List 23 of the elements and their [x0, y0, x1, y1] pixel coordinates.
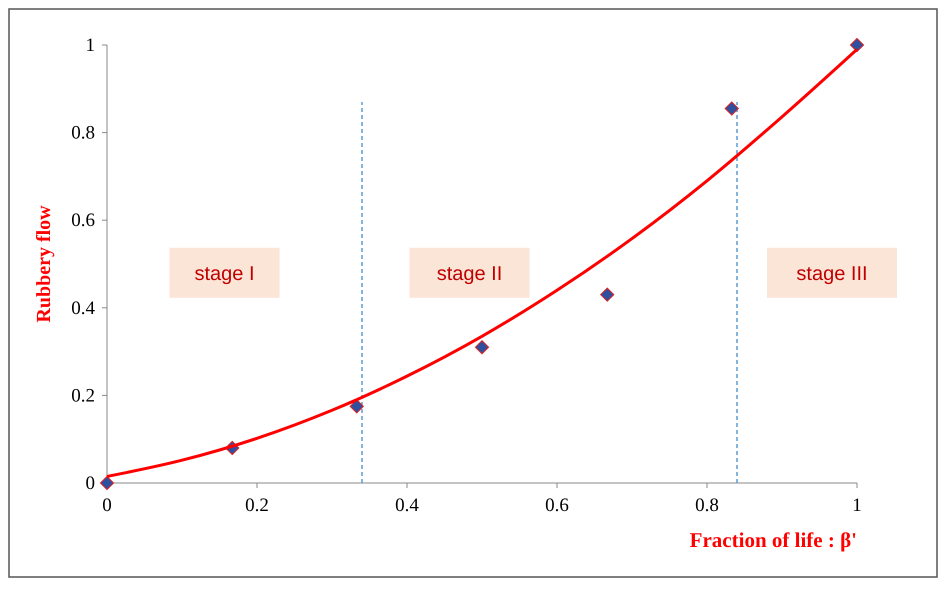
annotation: stage III [796, 262, 868, 285]
x-tick-label: 0.4 [395, 495, 420, 516]
y-tick-label: 0.2 [71, 385, 95, 406]
x-axis-title: Fraction of life : β' [690, 528, 857, 552]
point [850, 38, 864, 52]
point [350, 399, 364, 414]
point [724, 101, 739, 116]
y-tick-label: 1 [86, 35, 95, 56]
x-tick-label: 0.2 [245, 495, 269, 516]
x-tick-label: 0.6 [545, 495, 569, 516]
y-tick-label: 0.6 [71, 210, 95, 232]
x-tick-label: 0.8 [695, 495, 719, 516]
y-tick-label: 0 [86, 473, 95, 494]
x-tick-label: 1 [852, 495, 862, 516]
point [600, 288, 614, 302]
annotation: stage I [194, 262, 255, 285]
y-tick-label: 0.4 [71, 298, 96, 319]
x-tick-label: 0 [102, 495, 112, 516]
y-axis-title: Rubbery flow [33, 204, 55, 323]
annotation: stage II [436, 262, 502, 285]
point [100, 476, 114, 490]
y-tick-label: 0.8 [71, 122, 95, 144]
point [474, 340, 490, 354]
